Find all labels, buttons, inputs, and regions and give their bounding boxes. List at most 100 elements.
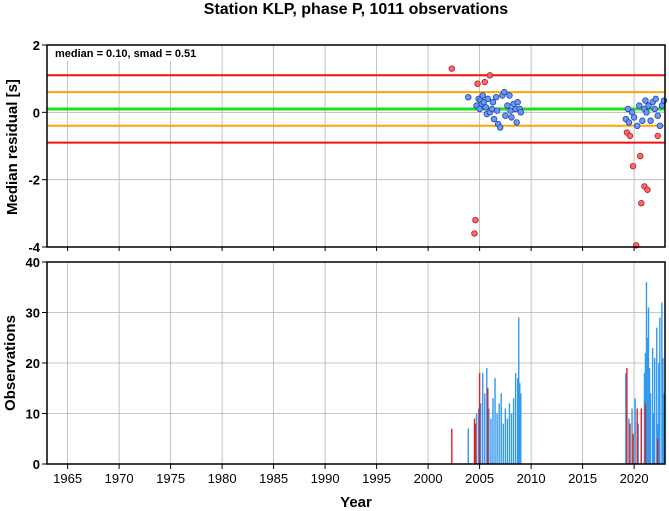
observations-bars [451,282,665,464]
red-bar [474,423,477,464]
red-bar [473,418,476,464]
inlier-point [493,107,501,114]
blue-bar [506,418,509,464]
observations-y-tick-label: 10 [26,407,40,422]
blue-bar [651,347,654,464]
inlier-point [514,99,521,106]
blue-bar [484,393,486,464]
blue-bar [477,408,480,464]
blue-bar [496,413,498,464]
red-bar [478,373,481,464]
outlier-point [448,65,455,72]
blue-bar [479,403,482,464]
outlier-point [471,230,478,237]
median-smad-annotation: median = 0.10, smad = 0.51 [55,48,196,60]
inlier-point [489,99,497,106]
blue-bar [637,423,639,464]
blue-bar [508,403,511,464]
inlier-point [630,114,638,121]
blue-bar [481,373,484,464]
blue-bar [652,413,655,464]
blue-bar [520,393,522,464]
inlier-point [651,105,658,113]
inlier-point [465,93,472,101]
blue-bar [643,373,646,464]
annotation-background [52,46,214,61]
red-bar [451,428,453,464]
x-tick-label: 2015 [568,471,597,486]
blue-bar [500,393,502,464]
inlier-point [482,104,489,111]
outlier-point [629,162,637,170]
observations-grid [47,261,665,465]
figure-title: Station KLP, phase P, 1011 observations [204,1,509,18]
blue-bar [658,363,660,464]
blue-bar [475,413,478,464]
x-tick-label: 2020 [620,471,649,486]
blue-bar [628,418,630,464]
outlier-point [481,78,488,86]
inlier-point [633,122,641,129]
blue-bar [661,302,663,464]
inlier-point [517,109,524,116]
observations-y-tick-label: 20 [26,356,40,371]
observations-panel: 0 10 20 30 40 1965 1970 1975 1980 1985 1990 1995 20… [2,255,666,511]
blue-bar [631,408,633,464]
blue-bar [504,408,507,464]
residual-x-ticks [67,247,635,251]
red-bar [629,423,631,464]
inlier-point [660,97,668,104]
blue-bar [625,373,627,464]
red-bar [640,408,643,464]
inlier-point [492,93,500,101]
x-tick-label: 1975 [156,471,185,486]
outlier-point [638,200,645,207]
inlier-point [506,92,513,99]
blue-bar [659,317,661,464]
observations-y-tick-label: 40 [26,255,40,270]
x-axis-label: Year [340,494,372,511]
blue-bar [634,398,636,464]
residual-y-tick-label: 0 [33,105,40,120]
blue-bar [518,317,520,464]
residual-y-tick-label: -4 [28,240,40,255]
blue-bar [647,307,650,464]
blue-bar [512,398,515,464]
inlier-point [513,119,520,126]
blue-bar [662,357,664,464]
inlier-point [490,115,498,123]
inlier-point [656,122,664,129]
inlier-point [643,109,650,116]
observations-x-ticks: 1965 1970 1975 1980 1985 1990 1995 2000 2005 2010… [53,464,649,486]
blue-bar [467,428,469,464]
blue-bar [514,373,517,464]
x-tick-label: 2000 [414,471,443,486]
observations-y-ticks: 0 10 20 30 40 [26,255,47,472]
blue-bar [490,418,492,464]
observations-y-tick-label: 30 [26,306,40,321]
inlier-point [636,102,643,109]
blue-bar [510,413,513,464]
red-bar [636,408,638,464]
outlier-point [637,152,644,160]
blue-bar [517,378,519,464]
outlier-point [654,132,661,140]
observations-y-axis-label: Observations [2,315,19,411]
blue-bar [492,398,494,464]
blue-bar [663,393,665,464]
blue-bar [498,403,500,464]
inlier-point [647,117,654,124]
inlier-point [645,102,652,109]
blue-bar [648,368,651,464]
blue-bar [654,357,656,464]
blue-bar [656,327,658,464]
x-tick-label: 2005 [465,471,494,486]
inlier-point [625,119,633,126]
inlier-point [654,112,661,119]
inlier-point [488,105,496,113]
inlier-point [479,92,486,99]
x-tick-label: 1965 [53,471,82,486]
residual-y-ticks: -4 -2 0 2 [28,38,47,255]
blue-bar [488,408,490,464]
